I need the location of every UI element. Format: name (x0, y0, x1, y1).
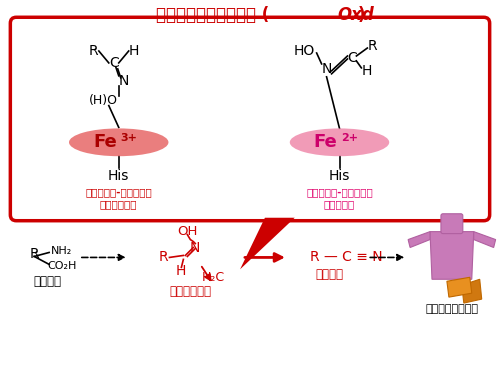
Text: Fe: Fe (314, 133, 338, 151)
Text: 還元型酵素-基質複合体: 還元型酵素-基質複合体 (306, 187, 373, 197)
Polygon shape (408, 232, 430, 247)
Polygon shape (240, 218, 295, 269)
Text: N: N (322, 62, 332, 76)
Polygon shape (462, 279, 481, 303)
Text: OH: OH (177, 225, 198, 238)
Text: ニトリル: ニトリル (316, 268, 344, 281)
Text: 3+: 3+ (120, 133, 138, 143)
Text: His: His (108, 169, 130, 183)
Text: Oxd: Oxd (338, 6, 374, 24)
Text: R: R (158, 250, 168, 264)
Text: アルドキシム脱水酵素 (: アルドキシム脱水酵素 ( (156, 6, 269, 24)
Text: R: R (29, 247, 39, 261)
Text: R — C ≡ N: R — C ≡ N (310, 250, 382, 264)
Ellipse shape (290, 128, 389, 156)
Text: 2+: 2+ (342, 133, 358, 143)
Polygon shape (447, 277, 472, 297)
Text: （不活性型）: （不活性型） (100, 199, 138, 209)
Text: H: H (361, 64, 372, 78)
Text: H₂C: H₂C (202, 271, 225, 284)
FancyBboxPatch shape (10, 17, 490, 221)
FancyBboxPatch shape (441, 214, 463, 234)
Text: R: R (89, 44, 99, 58)
Text: ): ) (358, 6, 365, 24)
Text: アクリル繊維など: アクリル繊維など (426, 304, 478, 314)
Text: C: C (109, 56, 118, 70)
Polygon shape (474, 232, 496, 247)
Text: アルドキシム: アルドキシム (170, 285, 211, 298)
Text: アミノ酸: アミノ酸 (33, 275, 61, 288)
Ellipse shape (69, 128, 168, 156)
Polygon shape (430, 232, 474, 279)
Text: R: R (368, 39, 377, 53)
Text: N: N (118, 74, 129, 88)
Text: His: His (329, 169, 350, 183)
Text: （活性型）: （活性型） (324, 199, 355, 209)
Text: H: H (128, 44, 139, 58)
Text: H: H (175, 264, 186, 278)
Text: 酸化型酵素-基質複合体: 酸化型酵素-基質複合体 (86, 187, 152, 197)
Text: CO₂H: CO₂H (47, 261, 76, 271)
Text: N: N (190, 240, 200, 254)
Text: (H)O: (H)O (90, 94, 118, 107)
Text: Fe: Fe (93, 133, 116, 151)
Text: C: C (348, 51, 358, 65)
Text: HO: HO (294, 44, 316, 58)
Text: NH₂: NH₂ (51, 246, 72, 257)
